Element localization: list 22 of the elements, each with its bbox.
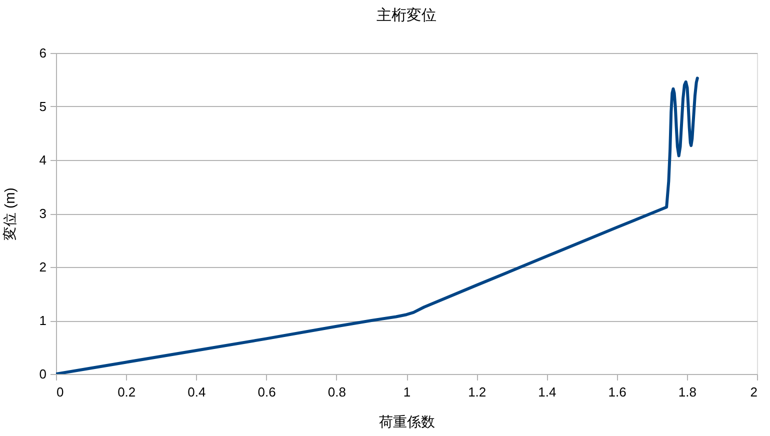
y-axis-title: 変位 (m) xyxy=(1,188,18,240)
x-tick-label: 0.8 xyxy=(328,384,346,400)
x-axis-title: 荷重係数 xyxy=(379,414,435,430)
x-tick-label: 0.4 xyxy=(188,384,206,400)
y-tick-label: 0 xyxy=(39,366,46,382)
x-tick-label: 1.2 xyxy=(468,384,486,400)
y-tick-label: 3 xyxy=(39,206,46,221)
x-tick-label: 1.8 xyxy=(678,384,696,400)
x-tick-label: 2 xyxy=(750,384,758,400)
x-tick-label: 0 xyxy=(56,384,64,400)
x-tick-label: 1.6 xyxy=(608,384,626,400)
x-tick-label: 0.2 xyxy=(118,384,136,400)
x-tick-label: 1 xyxy=(403,384,411,400)
chart-title: 主桁変位 xyxy=(376,7,436,24)
y-tick-label: 6 xyxy=(39,46,46,60)
y-tick-label: 4 xyxy=(39,152,46,168)
x-tick-label: 0.6 xyxy=(258,384,276,400)
line-series xyxy=(56,76,699,374)
y-tick-label: 5 xyxy=(39,99,46,114)
x-tick-label: 1.4 xyxy=(538,384,556,400)
y-tick-label: 1 xyxy=(39,313,46,328)
y-tick-label: 2 xyxy=(39,260,46,274)
